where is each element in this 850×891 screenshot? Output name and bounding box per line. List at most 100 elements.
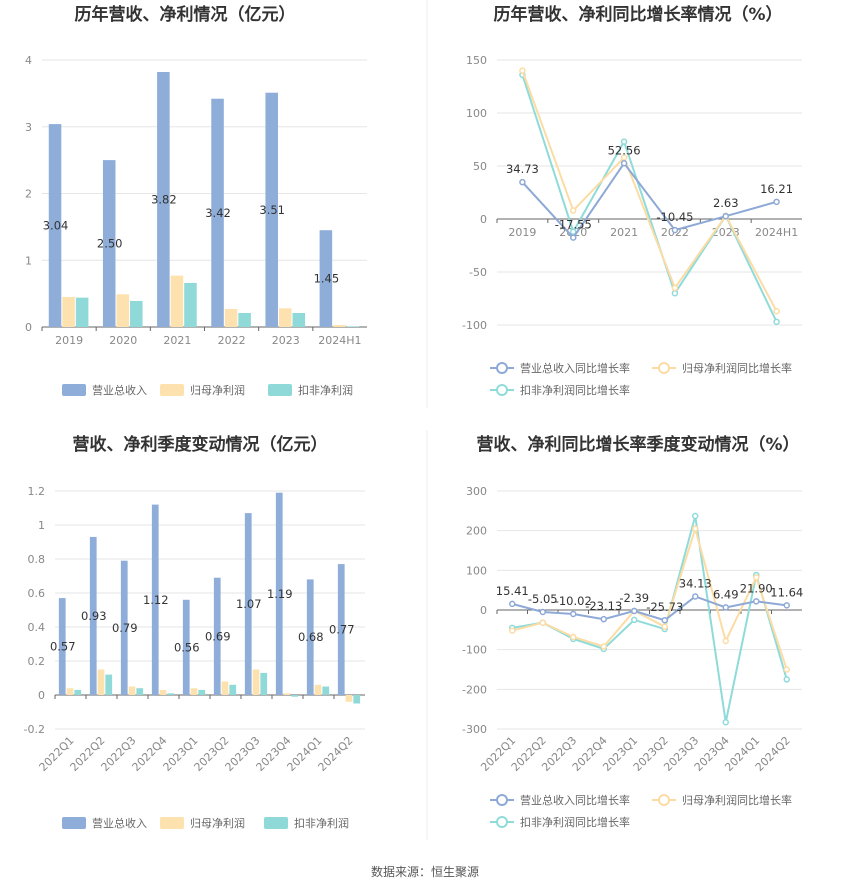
annual_value-legend-swatch	[62, 384, 86, 396]
quarter_value-bar-deducted-profit	[74, 689, 82, 695]
quarter_value-data-label: 0.93	[81, 609, 107, 623]
quarter_growth-point	[631, 607, 638, 615]
quarter_growth-point	[570, 633, 577, 641]
annual_value-data-label: 1.45	[314, 272, 340, 286]
quarter_value-y-tick-label: 0.8	[28, 553, 46, 566]
quarter_value-data-label: 0.77	[329, 623, 355, 637]
annual_growth-point	[773, 307, 780, 315]
quarter_growth-y-tick-label: 100	[466, 564, 487, 577]
quarter_growth-data-label: 6.49	[713, 587, 739, 601]
annual_growth-point	[620, 160, 628, 167]
annual_value-bar-net-profit	[333, 324, 346, 327]
annual_value-bar-deducted-profit	[184, 282, 197, 327]
annual_value-x-tick-label: 2020	[109, 334, 137, 347]
annual_growth-y-tick-label: 50	[473, 160, 487, 173]
quarter_value-bar-revenue	[275, 492, 283, 695]
quarter_growth-point	[692, 512, 699, 520]
quarter_growth-data-label: -2.39	[619, 591, 649, 605]
annual_value-bar-revenue	[319, 230, 333, 327]
annual_value-x-tick-label: 2021	[163, 334, 191, 347]
quarter_growth-legend-label: 营业总收入同比增长率	[520, 793, 630, 807]
quarter_value-bar-net-profit	[97, 669, 105, 695]
quarter_value-data-label: 0.68	[298, 630, 324, 644]
quarter_value-bar-revenue	[337, 564, 345, 695]
quarter_growth-point	[722, 637, 729, 645]
quarter_growth-legend-marker	[658, 794, 670, 806]
quarter_value-bar-revenue	[182, 599, 190, 695]
annual_value-bar-deducted-profit	[75, 297, 89, 327]
quarter_value-y-tick-label: 0.6	[28, 587, 46, 600]
annual_growth-point	[570, 234, 577, 241]
quarter_value-bar-deducted-profit	[198, 689, 206, 695]
quarter_growth-point	[570, 610, 577, 618]
quarter_value-bar-deducted-profit	[105, 674, 113, 695]
quarter_growth-legend-marker	[496, 816, 508, 828]
quarter_value-data-label: 0.57	[50, 640, 76, 654]
quarter_value-y-tick-label: 0	[38, 689, 45, 702]
quarter_growth-point	[600, 643, 607, 650]
quarter_value-bar-net-profit	[221, 681, 229, 695]
quarter_value-bar-net-profit	[190, 688, 198, 695]
annual_growth-series-line	[521, 70, 778, 312]
quarter_growth-point	[783, 602, 790, 609]
annual_growth-legend-label: 营业总收入同比增长率	[520, 361, 630, 375]
annual_value-title: 历年营收、净利情况（亿元）	[75, 4, 296, 25]
annual_value-bar-deducted-profit	[238, 312, 251, 327]
annual_growth-point	[671, 289, 679, 297]
quarter_value-bar-deducted-profit	[291, 695, 299, 697]
annual_growth-legend-marker	[496, 384, 508, 396]
annual_growth-series-line	[521, 161, 777, 240]
annual_value-x-tick-label: 2019	[55, 334, 83, 347]
quarter_growth-title: 营收、净利同比增长率季度变动情况（%）	[476, 434, 799, 455]
annual_value-y-tick-label: 2	[25, 188, 32, 201]
quarter_growth-point	[539, 608, 546, 616]
quarter_growth-y-tick-label: 0	[480, 604, 487, 617]
annual_value-legend-label: 营业总收入	[92, 383, 147, 397]
annual_growth-point	[519, 178, 526, 186]
quarter_growth-point	[692, 525, 699, 532]
quarter_value-data-label: 1.19	[267, 587, 293, 601]
annual_growth-legend-marker	[496, 362, 508, 374]
quarter_growth-y-tick-label: -200	[462, 683, 487, 696]
quarter_value-legend-swatch	[264, 817, 288, 829]
annual_growth-point	[570, 207, 577, 214]
quarter_value-bar-revenue	[213, 577, 221, 695]
annual_value-bar-net-profit	[170, 275, 184, 327]
annual_value-bar-net-profit	[224, 308, 238, 327]
annual_value-y-tick-label: 4	[25, 54, 32, 67]
quarter_value-y-tick-label: 0.4	[28, 621, 46, 634]
quarter_value-bar-deducted-profit	[322, 686, 330, 695]
quarter_value-y-tick-label: -0.2	[24, 723, 45, 736]
quarter_value-bar-deducted-profit	[229, 684, 237, 695]
annual_growth-point	[620, 154, 628, 161]
annual_growth-y-tick-label: -100	[462, 319, 487, 332]
annual_value-bar-net-profit	[62, 296, 75, 327]
quarter_growth-data-label: 34.13	[679, 576, 712, 590]
annual_value-legend-label: 归母净利润	[190, 383, 245, 397]
quarter_growth-point	[722, 604, 729, 611]
quarter_growth-point	[783, 666, 790, 673]
quarter_value-data-label: 0.56	[174, 640, 200, 654]
annual_value-data-label: 3.82	[151, 193, 177, 207]
annual_value-bar-revenue	[102, 160, 116, 327]
quarter_value-bar-revenue	[244, 513, 252, 695]
quarter_value-bar-revenue	[306, 579, 314, 695]
quarter_growth-data-label: -5.05	[528, 592, 558, 606]
quarter_value-bar-net-profit	[345, 695, 353, 702]
annual_growth-x-tick-label: 2019	[508, 226, 536, 239]
quarter_growth-data-label: -23.13	[585, 599, 622, 613]
annual_value-data-label: 3.42	[205, 206, 231, 220]
annual_value-bar-revenue	[211, 98, 224, 327]
annual_growth-legend-label: 扣非净利润同比增长率	[520, 383, 630, 397]
quarter_growth-point	[753, 598, 760, 605]
quarter_growth-series-line	[511, 525, 788, 670]
quarter_growth-point	[509, 600, 516, 608]
quarter_value-bar-deducted-profit	[136, 688, 144, 695]
quarter_growth-legend-marker	[496, 794, 508, 806]
annual_value-y-tick-label: 1	[25, 254, 32, 267]
quarter_value-bar-revenue	[89, 536, 97, 695]
quarter_value-bar-net-profit	[314, 684, 322, 695]
quarter_growth-data-label: -10.02	[555, 594, 592, 608]
annual_value-y-tick-label: 3	[25, 121, 32, 134]
annual_growth-point	[570, 228, 577, 235]
